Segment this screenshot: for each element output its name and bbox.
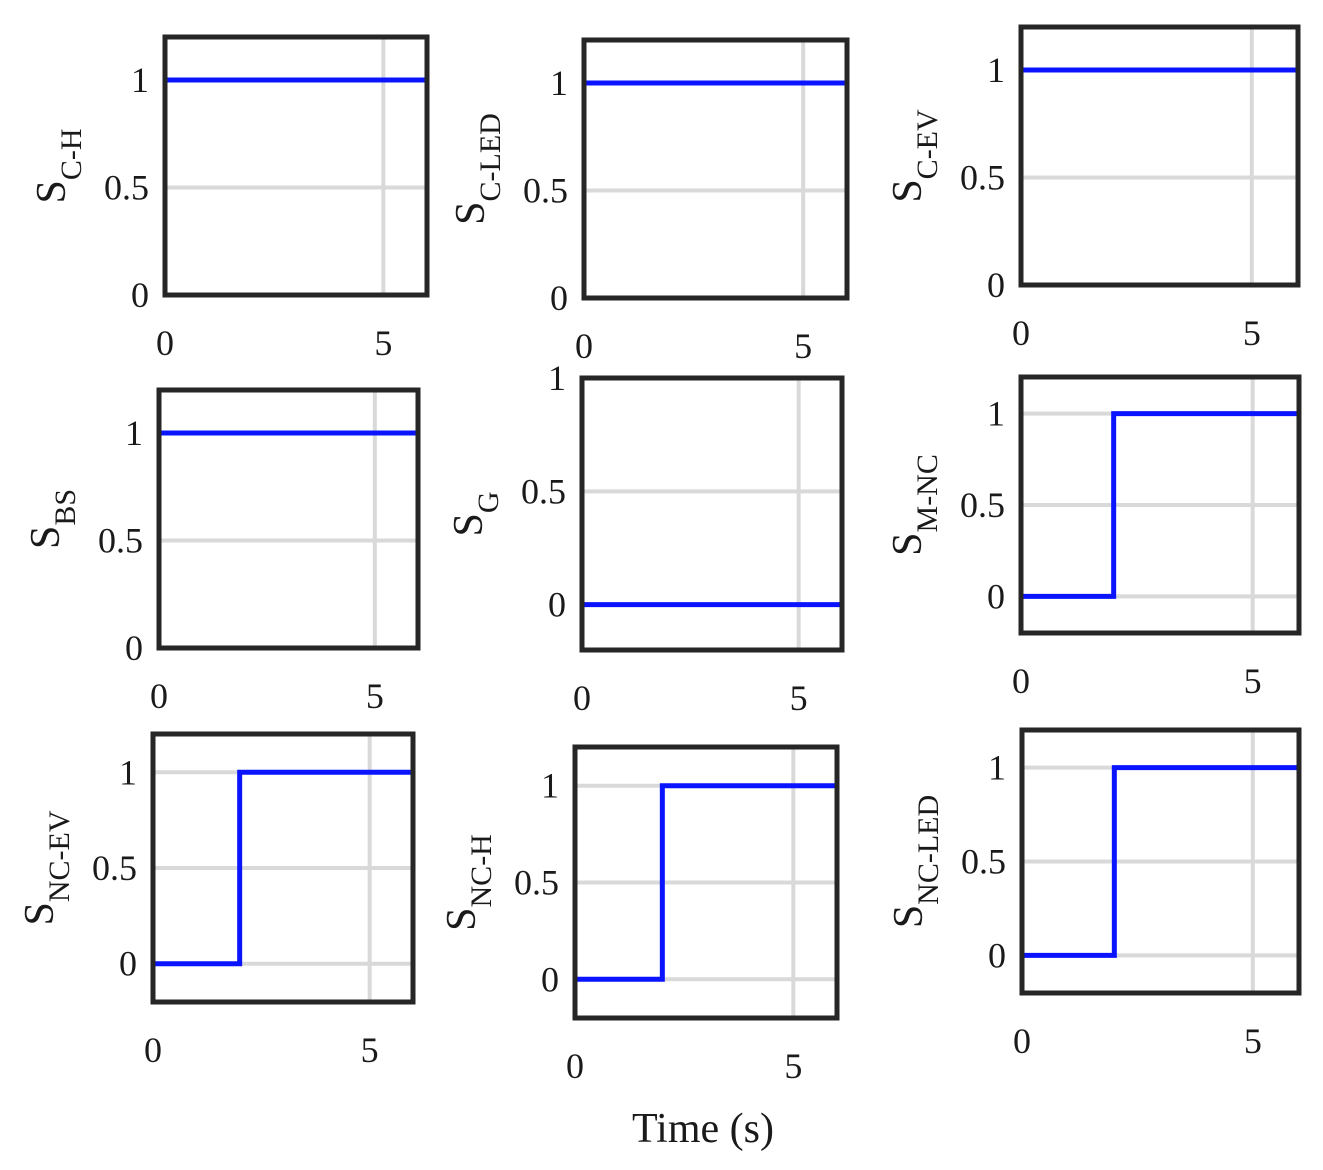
subplot-1: 0 0.5 1 0 5 SC-H (29, 34, 430, 363)
y-axis-label: SC-H (29, 128, 88, 203)
y-tick-label: 1 (550, 63, 568, 103)
y-tick-label: 0.5 (523, 171, 568, 211)
x-tick-label: 0 (1012, 313, 1030, 353)
y-tick-label: 0 (548, 585, 566, 625)
y-tick-label: 0.5 (961, 842, 1006, 882)
x-tick-label: 5 (1243, 313, 1261, 353)
subplot-4: 0 0.5 1 0 5 SBS (23, 387, 421, 716)
subplot-8: 0 0.5 1 0 5 SNC-H (439, 744, 840, 1086)
y-axis-label: SC-LED (448, 113, 507, 225)
subplot-2: 0 0.5 1 0 5 SC-LED (448, 37, 850, 366)
y-tick-label: 1 (541, 766, 559, 806)
series-line-1 (153, 769, 413, 967)
y-tick-label: 1 (988, 748, 1006, 788)
y-tick-label: 0.5 (98, 521, 143, 561)
series-line-1 (1021, 411, 1299, 599)
series-line-1 (575, 783, 837, 982)
x-tick-label: 5 (1244, 1021, 1262, 1061)
axes-frame (579, 375, 845, 653)
y-tick-label: 1 (131, 60, 149, 100)
x-tick-label: 5 (790, 678, 808, 718)
y-tick-label: 1 (987, 50, 1005, 90)
x-tick-label: 0 (573, 678, 591, 718)
y-tick-label: 0 (987, 576, 1005, 616)
y-axis-label: SNC-EV (17, 810, 76, 925)
x-axis-label: Time (s) (632, 1106, 774, 1152)
axes-frame (162, 34, 430, 298)
y-axis-label: SC-EV (885, 109, 944, 203)
y-tick-label: 0 (125, 628, 143, 668)
y-tick-label: 0.5 (92, 848, 137, 888)
y-tick-label: 0 (541, 959, 559, 999)
subplot-3: 0 0.5 1 0 5 SC-EV (885, 24, 1301, 353)
x-tick-label: 5 (366, 676, 384, 716)
x-tick-label: 5 (374, 323, 392, 363)
axes-frame (581, 37, 850, 301)
x-tick-label: 5 (784, 1046, 802, 1086)
y-tick-label: 0.5 (960, 158, 1005, 198)
y-tick-label: 0 (131, 275, 149, 315)
subplot-5: 0 0.5 1 0 5 SG (446, 358, 845, 718)
y-tick-label: 0.5 (104, 168, 149, 208)
y-tick-label: 0 (988, 935, 1006, 975)
x-tick-label: 0 (1013, 1021, 1031, 1061)
y-axis-label: SNC-H (439, 834, 498, 931)
series-line-1 (1022, 765, 1299, 958)
y-tick-label: 1 (125, 413, 143, 453)
axes-frame (1018, 374, 1302, 636)
x-tick-label: 0 (156, 323, 174, 363)
axes-frame (1019, 727, 1302, 996)
y-tick-label: 1 (119, 752, 137, 792)
axes-frame (156, 387, 421, 651)
x-tick-label: 0 (1012, 661, 1030, 701)
y-axis-label: SNC-LED (886, 795, 945, 928)
axes-frame (150, 731, 416, 1005)
x-tick-label: 5 (361, 1030, 379, 1070)
y-tick-label: 0.5 (960, 485, 1005, 525)
subplot-6: 0 0.5 1 0 5 SM-NC (885, 374, 1302, 701)
subplot-7: 0 0.5 1 0 5 SNC-EV (17, 731, 416, 1070)
y-axis-label: SM-NC (885, 454, 944, 556)
axes-frame (572, 744, 840, 1021)
y-tick-label: 1 (987, 394, 1005, 434)
y-tick-label: 0.5 (521, 471, 566, 511)
x-tick-label: 5 (1244, 661, 1262, 701)
y-tick-label: 1 (548, 358, 566, 398)
y-tick-label: 0.5 (514, 863, 559, 903)
subplot-9: 0 0.5 1 0 5 SNC-LED (886, 727, 1302, 1061)
y-axis-label: SBS (23, 489, 82, 549)
x-tick-label: 5 (794, 326, 812, 366)
x-tick-label: 0 (566, 1046, 584, 1086)
y-axis-label: SG (446, 491, 505, 536)
x-tick-label: 0 (150, 676, 168, 716)
axes-frame (1018, 24, 1301, 288)
x-tick-label: 0 (575, 326, 593, 366)
y-tick-label: 0 (550, 278, 568, 318)
x-tick-label: 0 (144, 1030, 162, 1070)
y-tick-label: 0 (987, 265, 1005, 305)
y-tick-label: 0 (119, 944, 137, 984)
